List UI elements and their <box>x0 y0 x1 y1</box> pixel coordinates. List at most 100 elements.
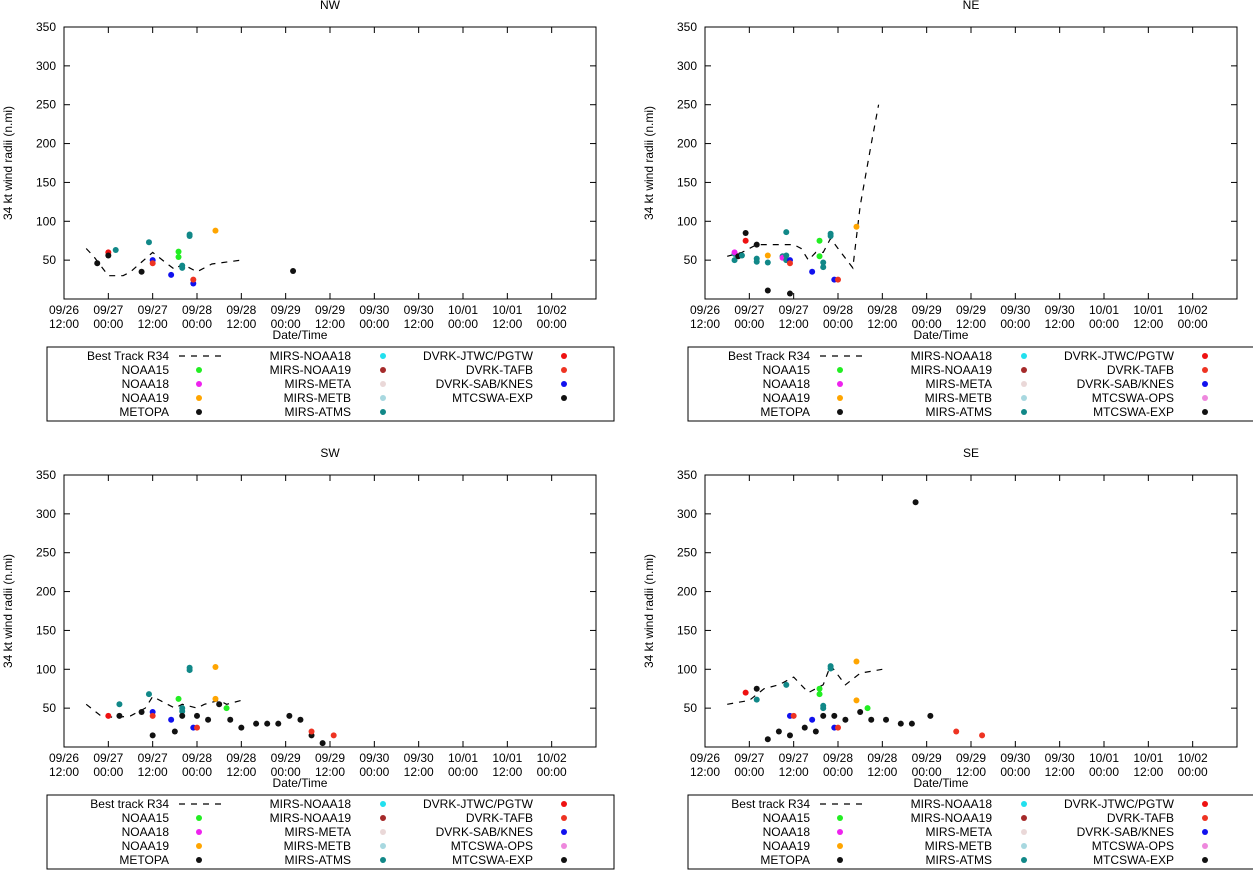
legend-swatch <box>196 829 202 835</box>
legend-swatch <box>196 857 202 863</box>
data-point-dvrk-tafb <box>149 712 156 719</box>
data-point-mirs-atms <box>820 264 827 271</box>
data-point-mtcswa-exp <box>912 499 919 506</box>
legend-label: MIRS-METB <box>284 391 351 405</box>
x-tick-label-time: 12:00 <box>315 765 345 779</box>
legend-label: DVRK-JTWC/PGTW <box>1064 349 1175 363</box>
x-tick-label-time: 12:00 <box>49 317 79 331</box>
legend-label: NOAA19 <box>763 839 811 853</box>
data-point-mirs-atms <box>738 252 745 259</box>
x-tick-label-date: 09/26 <box>49 751 79 765</box>
x-tick-label-date: 09/26 <box>690 751 720 765</box>
legend-label: MIRS-NOAA19 <box>270 363 352 377</box>
data-point-dvrk-tafb <box>835 276 841 283</box>
x-tick-label-time: 12:00 <box>690 317 720 331</box>
legend-label: MIRS-METB <box>925 839 992 853</box>
data-point-mtcswa-exp <box>883 716 890 723</box>
x-tick-label-date: 10/02 <box>537 303 567 317</box>
data-point-mirs-atms <box>179 708 186 715</box>
data-point-mirs-atms <box>783 252 790 259</box>
legend-swatch <box>561 367 567 373</box>
legend-swatch <box>196 395 202 401</box>
x-tick-label-time: 12:00 <box>867 317 897 331</box>
x-tick-label-time: 12:00 <box>404 317 434 331</box>
legend-label: NOAA15 <box>122 363 170 377</box>
legend-swatch <box>561 829 567 835</box>
x-tick-label-date: 09/28 <box>226 751 256 765</box>
data-point-mirs-atms <box>783 681 790 688</box>
legend-swatch <box>1202 353 1208 359</box>
x-tick-label-time: 12:00 <box>492 765 522 779</box>
x-tick-label-time: 12:00 <box>492 317 522 331</box>
data-point-dvrk-tafb <box>786 260 793 267</box>
data-point-mtcswa-exp <box>842 716 849 723</box>
data-point-dvrk-sab-knes <box>809 716 816 723</box>
data-point-mirs-atms <box>116 701 123 708</box>
data-point-mirs-atms <box>145 239 152 246</box>
y-tick-label: 150 <box>677 623 697 637</box>
x-tick-label-time: 00:00 <box>93 317 123 331</box>
x-tick-label-time: 00:00 <box>1000 317 1030 331</box>
x-tick-label-date: 09/26 <box>49 303 79 317</box>
legend-swatch <box>1202 829 1208 835</box>
legend-swatch <box>837 381 843 387</box>
legend-label: DVRK-SAB/KNES <box>436 377 533 391</box>
data-point-mtcswa-exp <box>227 716 234 723</box>
legend-swatch <box>380 409 386 415</box>
legend-swatch <box>837 815 843 821</box>
legend-swatch <box>380 843 386 849</box>
y-tick-label: 200 <box>36 585 56 599</box>
data-point-noaa15 <box>816 253 823 260</box>
data-point-mtcswa-exp <box>742 229 749 236</box>
chart-title: SW <box>320 446 340 460</box>
legend-swatch <box>1021 353 1027 359</box>
legend-swatch <box>561 353 567 359</box>
x-tick-label-date: 09/29 <box>912 751 942 765</box>
x-tick-label-date: 09/27 <box>734 303 764 317</box>
data-point-mtcswa-exp <box>753 685 760 692</box>
y-tick-label: 200 <box>36 137 56 151</box>
y-tick-label: 50 <box>43 701 57 715</box>
x-tick-label-time: 12:00 <box>779 317 809 331</box>
legend-label: MIRS-NOAA19 <box>911 811 993 825</box>
legend-label: DVRK-JTWC/PGTW <box>423 797 534 811</box>
data-point-mtcswa-exp <box>786 732 793 739</box>
legend-label: MIRS-NOAA19 <box>270 811 352 825</box>
x-tick-label-time: 12:00 <box>779 765 809 779</box>
data-point-noaa19 <box>212 663 219 670</box>
legend-swatch <box>380 801 386 807</box>
data-point-dvrk-jtwc-pgtw <box>742 689 749 696</box>
legend-label: NOAA19 <box>122 839 170 853</box>
legend-label: MIRS-NOAA18 <box>911 349 993 363</box>
x-tick-label-date: 09/27 <box>734 751 764 765</box>
data-point-dvrk-tafb <box>835 724 841 731</box>
legend-label: MTCSWA-EXP <box>1093 405 1174 419</box>
x-tick-label-time: 00:00 <box>93 765 123 779</box>
legend-swatch <box>196 367 202 373</box>
x-tick-label-time: 00:00 <box>734 317 764 331</box>
legend-label: DVRK-JTWC/PGTW <box>423 349 534 363</box>
x-tick-label-date: 09/27 <box>93 751 123 765</box>
data-point-dvrk-sab-knes <box>809 268 816 275</box>
legend-frame <box>46 346 615 422</box>
legend-swatch <box>1202 381 1208 387</box>
legend-label: NOAA15 <box>122 811 170 825</box>
x-axis-label: Date/Time <box>273 776 328 790</box>
y-tick-label: 50 <box>684 701 698 715</box>
x-tick-label-time: 12:00 <box>138 765 168 779</box>
legend-label: MIRS-META <box>285 825 351 839</box>
legend-label: DVRK-TAFB <box>1107 811 1174 825</box>
legend-swatch <box>380 395 386 401</box>
x-tick-label-time: 12:00 <box>49 765 79 779</box>
x-tick-label-time: 12:00 <box>226 317 256 331</box>
data-point-mirs-atms <box>820 705 827 712</box>
legend-swatch <box>196 815 202 821</box>
data-point-mtcswa-exp <box>927 712 934 719</box>
x-tick-label-time: 12:00 <box>138 317 168 331</box>
legend-swatch <box>196 843 202 849</box>
x-tick-label-date: 09/30 <box>404 751 434 765</box>
legend-label: METOPA <box>760 853 810 867</box>
y-tick-label: 50 <box>43 253 57 267</box>
legend-label: MIRS-NOAA19 <box>911 363 993 377</box>
